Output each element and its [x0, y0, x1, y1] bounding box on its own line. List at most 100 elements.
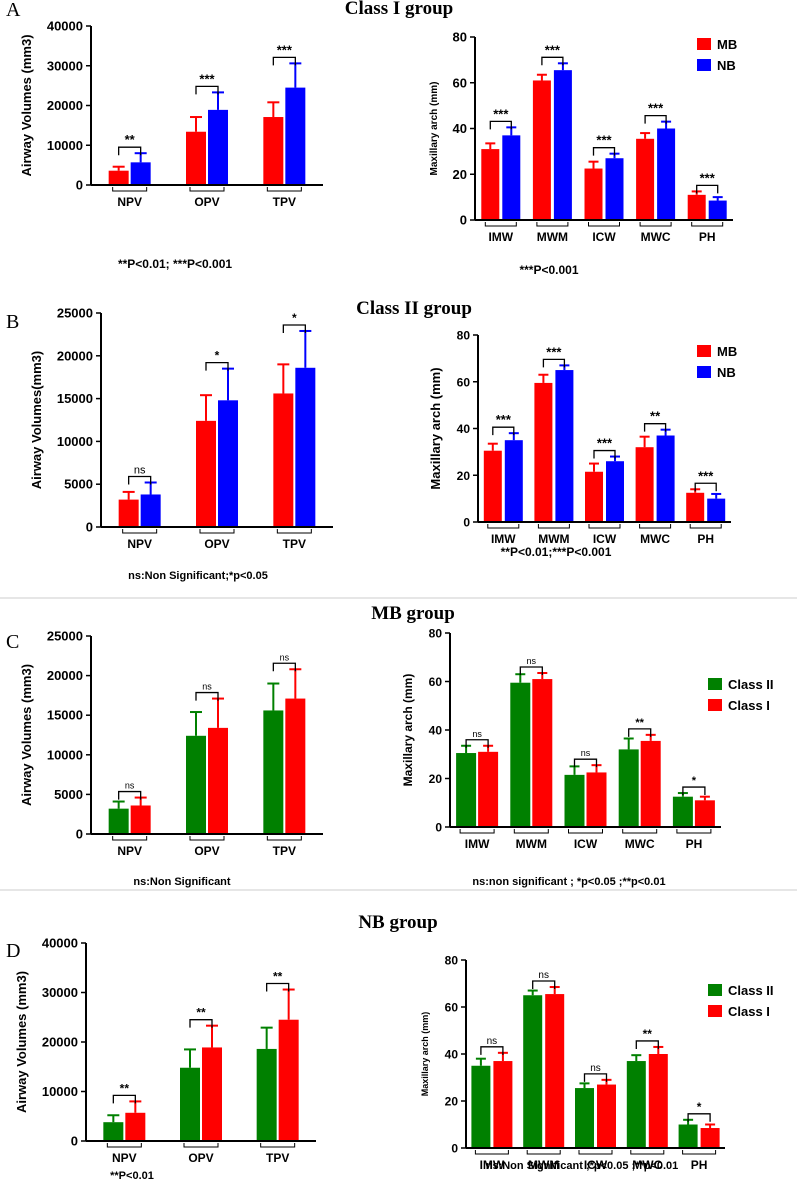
y-tick-label: 80	[457, 329, 471, 343]
panel-heading: MB group	[371, 603, 455, 624]
legend-swatch	[697, 59, 711, 71]
y-tick-label: 15000	[47, 708, 83, 723]
x-category-label: MWC	[625, 837, 655, 851]
significance-label: ***	[698, 468, 714, 483]
bar	[208, 727, 228, 834]
category-bracket	[526, 1150, 561, 1155]
panel-heading: Class I group	[345, 0, 453, 19]
significance-label: ***	[546, 344, 562, 359]
footnote: ns:non significant ; *p<0.05 ;**p<0.01	[472, 876, 665, 888]
significance-label: **	[273, 970, 283, 984]
significance-label: **	[125, 132, 136, 147]
bar	[510, 682, 531, 827]
x-category-label: MWM	[528, 1158, 559, 1172]
bar	[553, 70, 572, 220]
x-category-label: PH	[699, 230, 716, 244]
x-category-label: MWM	[538, 532, 569, 546]
footnote: ***P<0.001	[519, 263, 578, 277]
bar	[483, 450, 502, 522]
bar	[584, 168, 603, 220]
legend-swatch	[697, 38, 711, 50]
bar	[640, 740, 661, 827]
category-bracket	[691, 222, 724, 227]
significance-bracket	[682, 786, 706, 796]
panel-letter: C	[6, 631, 19, 653]
significance-label: ns	[590, 1063, 601, 1074]
x-category-label: MWC	[632, 1158, 662, 1172]
bar	[605, 158, 624, 220]
footnote: ns:Non Significant ;*p<0.05 ;**p<0.01	[486, 1160, 679, 1172]
significance-bracket	[635, 1040, 659, 1049]
significance-label: ***	[648, 101, 664, 116]
category-bracket	[474, 1150, 509, 1155]
bar	[130, 162, 151, 185]
y-tick-label: 40	[453, 121, 467, 136]
y-tick-label: 80	[453, 30, 467, 45]
panel-heading: Class II group	[356, 298, 472, 319]
significance-label: **	[643, 1027, 653, 1041]
bar	[545, 994, 565, 1148]
significance-label: ns	[202, 682, 212, 692]
significance-label: *	[215, 349, 220, 363]
y-tick-label: 25000	[57, 306, 93, 321]
bar	[532, 80, 551, 221]
y-tick-label: 5000	[64, 477, 93, 492]
significance-bracket	[118, 146, 142, 156]
x-category-label: MWM	[537, 230, 568, 244]
bar	[504, 440, 523, 522]
category-bracket	[112, 187, 148, 192]
legend-label: Class II	[728, 983, 774, 998]
y-axis-title: Maxillary arch (mm)	[401, 674, 415, 787]
category-bracket	[639, 222, 672, 227]
y-tick-label: 0	[76, 178, 83, 193]
legend-label: MB	[717, 37, 737, 52]
significance-bracket	[583, 1073, 608, 1082]
category-bracket	[630, 1150, 665, 1155]
category-bracket	[260, 1143, 296, 1148]
y-tick-label: 60	[453, 75, 467, 90]
legend-label: Class I	[728, 1004, 770, 1019]
significance-bracket	[593, 449, 616, 459]
y-tick-label: 60	[457, 375, 471, 389]
significance-label: ***	[199, 71, 215, 86]
significance-label: *	[697, 1100, 702, 1114]
significance-bracket	[489, 120, 512, 130]
bar	[481, 149, 500, 220]
bar	[196, 420, 216, 527]
significance-bracket	[542, 358, 566, 368]
y-tick-label: 80	[445, 954, 459, 968]
y-axis-title: Airway Volumes (mm3)	[19, 34, 34, 176]
bar	[118, 499, 139, 527]
significance-label: ns	[134, 464, 146, 476]
y-tick-label: 20	[457, 469, 471, 483]
y-tick-label: 0	[463, 516, 470, 530]
y-axis-title: Maxillary arch (mm)	[420, 1012, 430, 1097]
category-bracket	[689, 524, 722, 529]
panel-letter: A	[6, 0, 21, 21]
bar	[657, 128, 676, 220]
x-category-label: PH	[686, 837, 703, 851]
y-tick-label: 80	[429, 627, 443, 641]
x-category-label: NPV	[117, 195, 142, 209]
significance-label: ns	[487, 1036, 498, 1047]
bar	[687, 194, 706, 220]
significance-bracket	[519, 666, 543, 676]
category-bracket	[189, 836, 225, 841]
category-bracket	[459, 829, 495, 834]
x-category-label: OPV	[188, 1151, 213, 1165]
x-category-label: IMW	[488, 230, 513, 244]
y-tick-label: 5000	[54, 787, 83, 802]
category-bracket	[578, 1150, 613, 1155]
bar	[656, 435, 675, 522]
category-bracket	[199, 529, 235, 534]
significance-label: ***	[545, 42, 561, 57]
x-category-label: PH	[697, 532, 714, 546]
bar	[626, 1061, 646, 1148]
x-category-label: OPV	[194, 195, 219, 209]
y-tick-label: 20	[453, 167, 467, 182]
y-tick-label: 15000	[57, 391, 93, 406]
footnote: **P<0.01;***P<0.001	[501, 545, 612, 559]
significance-bracket	[272, 56, 296, 66]
category-bracket	[537, 524, 570, 529]
